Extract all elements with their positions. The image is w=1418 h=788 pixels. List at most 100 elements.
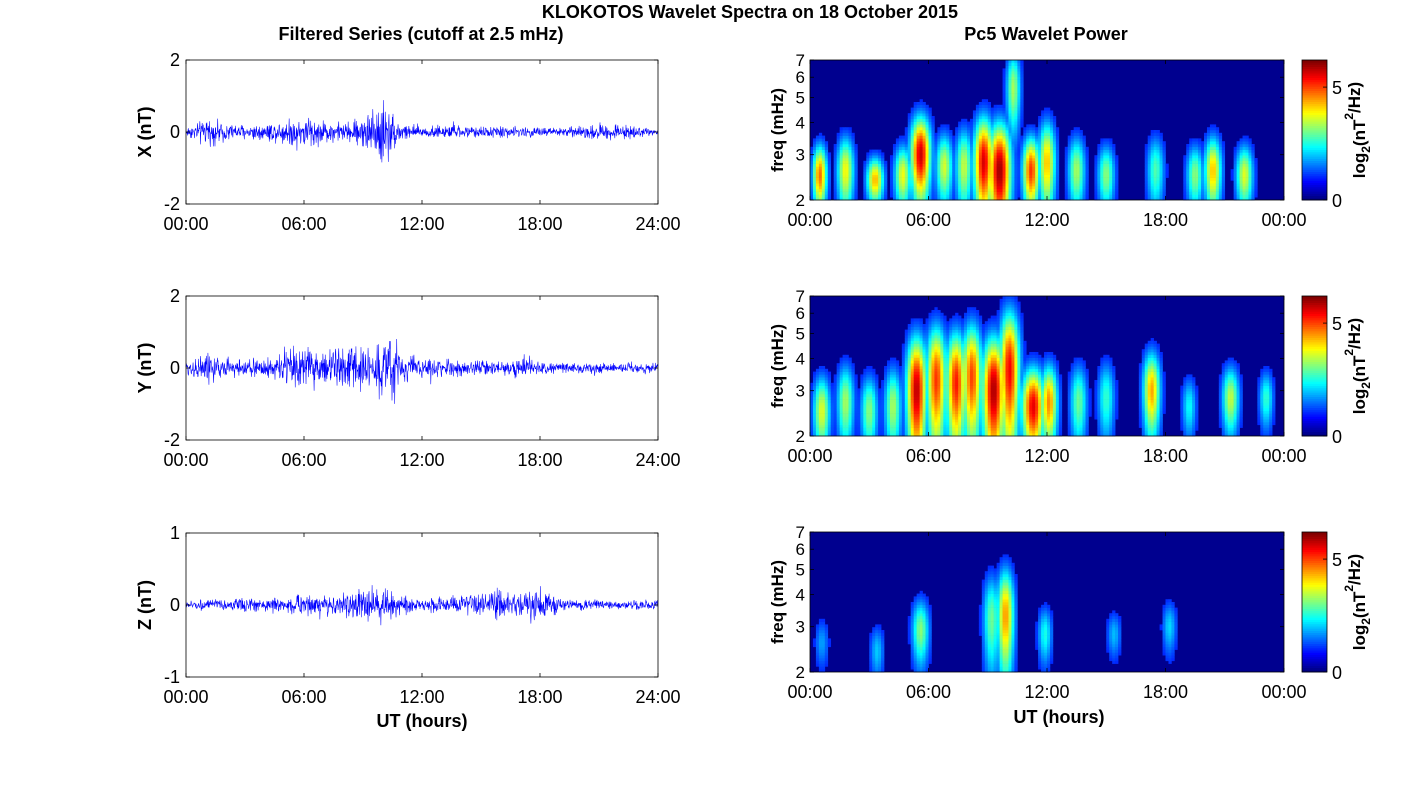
heatmap-cell <box>987 116 992 120</box>
heatmap-cell <box>1100 194 1104 198</box>
heatmap-cell <box>904 399 909 403</box>
heatmap-cell <box>812 186 817 190</box>
heatmap-cell <box>1189 166 1193 170</box>
heatmap-cell <box>949 427 953 431</box>
heatmap-cell <box>875 430 879 434</box>
heatmap-cell <box>937 422 941 426</box>
heatmap-cell <box>987 144 992 148</box>
heatmap-cell <box>1014 186 1018 190</box>
heatmap-cell <box>1209 197 1214 201</box>
heatmap-cell <box>981 144 986 148</box>
y-tick-label: -2 <box>164 194 180 214</box>
heatmap-cell <box>1189 191 1193 195</box>
heatmap-cell <box>866 177 870 181</box>
heatmap-cell <box>993 197 997 201</box>
heatmap-cell <box>839 174 843 178</box>
heatmap-cell <box>1103 188 1107 192</box>
heatmap-cell <box>1248 194 1252 198</box>
heatmap-cell <box>854 172 858 176</box>
heatmap-cell <box>1195 166 1199 170</box>
heatmap-cell <box>1153 130 1157 134</box>
heatmap-cell <box>1153 174 1157 178</box>
heatmap-cell <box>887 422 891 426</box>
heatmap-cell <box>907 113 912 117</box>
heatmap-cell <box>943 172 947 176</box>
heatmap-cell <box>1049 152 1054 156</box>
heatmap-cell <box>964 163 968 167</box>
heatmap-cell <box>913 371 917 375</box>
heatmap-cell <box>1215 160 1220 164</box>
heatmap-cell <box>839 357 843 361</box>
heatmap-cell <box>815 141 820 145</box>
heatmap-cell <box>1162 160 1166 164</box>
heatmap-cell <box>1020 186 1024 190</box>
heatmap-cell <box>1233 172 1237 176</box>
heatmap-cell <box>990 174 994 178</box>
heatmap-cell <box>922 410 926 414</box>
heatmap-cell <box>1245 152 1249 156</box>
heatmap-cell <box>812 382 817 386</box>
heatmap-cell <box>1070 183 1074 187</box>
heatmap-cell <box>1212 141 1217 145</box>
heatmap-cell <box>1020 194 1024 198</box>
heatmap-cell <box>1041 188 1045 192</box>
heatmap-cell <box>904 419 909 423</box>
heatmap-cell <box>1159 138 1163 142</box>
heatmap-cell <box>1082 166 1086 170</box>
heatmap-cell <box>901 399 906 403</box>
heatmap-cell <box>1212 149 1217 153</box>
heatmap-cell <box>836 191 840 195</box>
heatmap-cell <box>1038 116 1042 120</box>
heatmap-cell <box>901 183 906 187</box>
heatmap-cell <box>946 433 950 437</box>
heatmap-cell <box>1026 141 1030 145</box>
heatmap-cell <box>1198 141 1202 145</box>
heatmap-cell <box>878 413 882 417</box>
heatmap-cell <box>1242 197 1246 201</box>
y-axis-label-x: X (nT) <box>135 107 155 158</box>
x-tick-label: 06:00 <box>281 687 326 707</box>
heatmap-cell <box>931 194 935 198</box>
heatmap-cell <box>984 99 989 103</box>
heatmap-cell <box>1112 191 1116 195</box>
heatmap-cell <box>1020 96 1024 100</box>
heatmap-cell <box>1014 96 1018 100</box>
heatmap-cell <box>1192 169 1196 173</box>
heatmap-cell <box>1076 146 1080 150</box>
heatmap-cell <box>949 326 953 330</box>
heatmap-cell <box>1204 146 1208 150</box>
heatmap-cell <box>919 110 923 114</box>
heatmap-cell <box>925 416 929 420</box>
heatmap-cell <box>964 127 968 131</box>
heatmap-cell <box>1183 186 1187 190</box>
heatmap-cell <box>887 388 891 392</box>
heatmap-cell <box>818 158 823 162</box>
heatmap-cell <box>1195 172 1199 176</box>
heatmap-cell <box>1218 146 1223 150</box>
heatmap-cell <box>943 149 947 153</box>
colorbar-step <box>1302 77 1327 81</box>
heatmap-cell <box>815 385 820 389</box>
heatmap-cell <box>854 424 858 428</box>
heatmap-cell <box>848 385 852 389</box>
heatmap-cell <box>1248 138 1252 142</box>
heatmap-cell <box>812 174 817 178</box>
heatmap-cell <box>818 163 823 167</box>
heatmap-cell <box>978 138 983 142</box>
heatmap-cell <box>830 396 834 400</box>
heatmap-cell <box>975 135 980 139</box>
heatmap-cell <box>978 177 983 181</box>
heatmap-cell <box>1005 113 1009 117</box>
heatmap-cell <box>946 363 950 367</box>
heatmap-cell <box>996 163 1000 167</box>
heatmap-cell <box>967 146 971 150</box>
heatmap-cell <box>1002 138 1006 142</box>
heatmap-cell <box>1002 82 1006 86</box>
heatmap-cell <box>1144 174 1149 178</box>
heatmap-cell <box>922 326 926 330</box>
heatmap-cell <box>842 430 846 434</box>
heatmap-cell <box>1014 65 1018 69</box>
heatmap-cell <box>999 191 1003 195</box>
heatmap-cell <box>875 152 879 156</box>
heatmap-cell <box>1094 194 1098 198</box>
